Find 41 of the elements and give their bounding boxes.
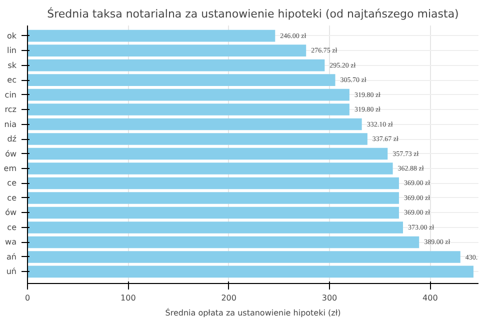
y-tick-label: ec [7, 76, 17, 85]
x-tick-label: 200 [221, 294, 236, 302]
bar [28, 222, 403, 234]
y-tick-label: ce [7, 178, 17, 188]
x-tick-label: 400 [422, 294, 438, 302]
y-tick-label: ań [6, 252, 17, 262]
y-tick-label: ce [7, 193, 17, 202]
y-tick-label: uń [6, 267, 16, 276]
y-tick-label: rcz [4, 105, 17, 114]
y-tick-label: ów [5, 208, 17, 218]
chart-title: Średnia taksa notarialna za ustanowienie hipoteki (od najtańszego miasta) [47, 6, 459, 20]
bar [28, 118, 362, 130]
bar [28, 30, 276, 42]
y-tick-label: cin [4, 90, 17, 100]
x-tick-label: 300 [322, 294, 338, 302]
bar [28, 266, 474, 278]
bar [28, 177, 399, 190]
y-tick-label: dź [7, 134, 17, 144]
y-tick-label: ok [6, 31, 17, 40]
bar [28, 59, 325, 72]
y-tick-label: ce [7, 222, 17, 232]
y-tick-label: lin [6, 46, 16, 56]
x-tick-label: 100 [120, 294, 136, 302]
bar [28, 251, 460, 263]
bar [28, 133, 368, 145]
bar [28, 162, 393, 174]
y-tick-label: em [4, 164, 17, 174]
bar [28, 236, 420, 248]
bar [28, 148, 388, 160]
x-axis-title: Średnia opłata za ustanowienie hipoteki (zł) [165, 308, 341, 318]
bar [28, 206, 399, 219]
bar [28, 192, 399, 204]
y-tick-label: nia [4, 120, 17, 129]
bar [28, 104, 350, 116]
bar [28, 88, 350, 101]
x-tick-label: 0 [24, 294, 30, 302]
bar [28, 44, 306, 56]
y-tick-label: ów [5, 149, 17, 158]
bar [28, 74, 336, 86]
y-tick-label: wa [5, 238, 17, 247]
y-tick-label: sk [8, 60, 17, 70]
